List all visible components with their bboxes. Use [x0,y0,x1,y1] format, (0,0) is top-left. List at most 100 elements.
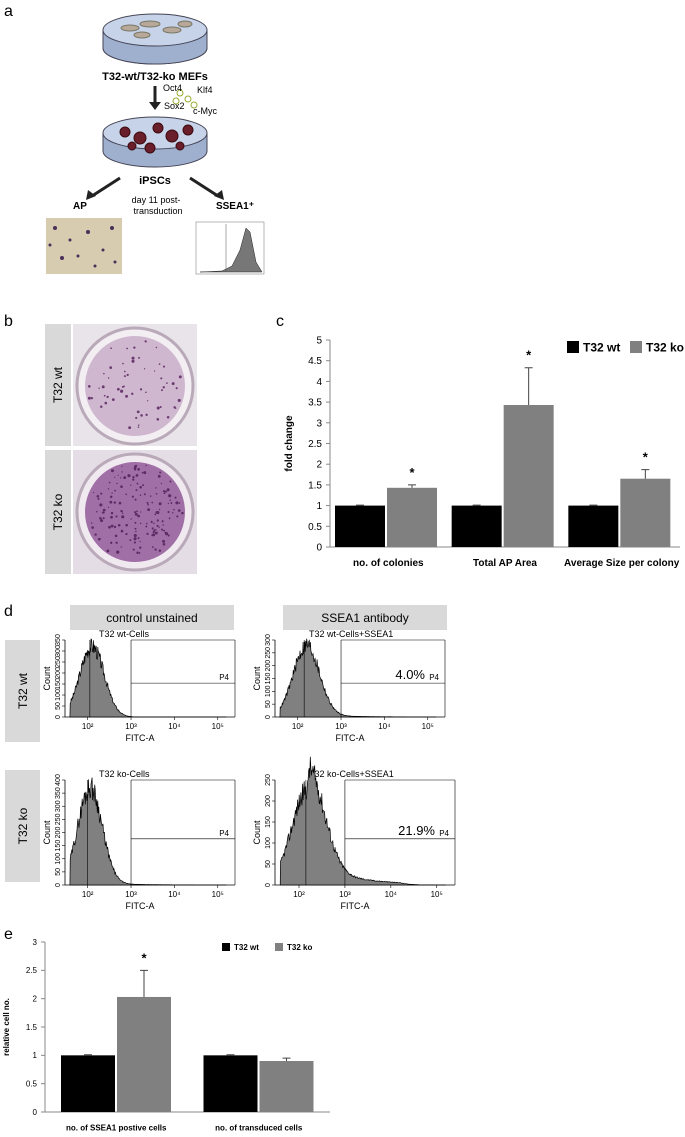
factor: Oct4 [163,83,182,93]
colony-dot [132,496,134,498]
colony-dot [157,525,159,527]
colony-dot [138,537,140,539]
colony-dot [151,502,153,504]
error-bar [283,1058,291,1061]
colony-dot [88,385,91,388]
colony-dot [106,396,108,398]
colony-dot [146,523,148,525]
y-tick-label: 3 [33,938,38,947]
y-tick-label: 350 [55,787,62,799]
histogram-illustration [70,639,226,717]
error-bar [408,485,416,488]
colony-dot [139,486,142,489]
colony-dot [99,517,102,520]
colony-dot [139,541,140,542]
colony-dot [159,502,162,505]
x-tick-label: 10³ [125,890,137,899]
colony-dot [137,515,140,518]
colony-dot [104,395,106,397]
y-tick-label: 0 [265,883,272,887]
row-label: T32 ko [51,493,65,530]
colony-dot [175,497,177,499]
legend-label: T32 ko [287,943,312,952]
colony-dot [127,474,130,477]
colony-dot [167,488,170,491]
colony-dot [103,509,106,512]
colony-dot [103,373,105,375]
x-axis-title: FITC-A [126,901,155,911]
colony-dot [169,517,171,519]
colony-dot [99,503,102,506]
panel-label: b [4,313,13,330]
legend-label: T32 ko [646,341,684,355]
colony-dot [125,524,128,527]
colony-dot [145,414,147,416]
y-tick-label: 350 [55,634,62,646]
colony-dot [163,366,165,368]
colony-dot [181,512,183,514]
colony-dot [157,519,159,521]
gate-percent: 4.0% [395,667,425,682]
colony-dot [135,531,136,532]
arrow [92,178,120,196]
colony-dot [151,521,153,523]
colony-dot [132,357,135,360]
x-axis-title: FITC-A [126,733,155,743]
x-tick-label: 10⁴ [168,890,181,899]
y-axis-title: Count [42,666,52,691]
colony-dot [167,416,170,419]
colony-dot [111,525,114,528]
label: iPSCs [139,175,171,187]
y-tick-label: 50 [265,700,272,708]
colony-dot [139,547,141,549]
significance: * [409,465,415,480]
row-label: T32 wt [51,366,65,403]
colony-dot [109,482,111,484]
x-tick-label: no. of colonies [353,558,424,569]
plot-title: T32 wt-Cells [99,629,150,639]
bar [260,1061,314,1112]
colony-dot [140,495,141,496]
colony-dot [122,471,123,472]
colony-dot [93,492,94,493]
colony-dot [135,499,137,501]
colony-dot [165,491,167,493]
y-tick-label: 0 [55,715,62,719]
y-tick-label: 50 [265,860,272,868]
gate-label: P4 [219,829,229,838]
y-tick-label: 1 [316,501,322,512]
y-tick-label: 250 [265,774,272,786]
colony-dot [114,501,116,503]
colony-dot [169,481,171,483]
colony-dot [161,528,163,530]
colony-dot [110,516,113,519]
plates: T32 wt T32 ko [45,324,197,574]
colony-dot [154,513,156,515]
colony-dot [153,523,154,524]
column-header: SSEA1 antibody [321,611,408,625]
colony-dot [145,465,146,466]
legend-swatch [222,943,230,951]
colony-dot [122,363,124,365]
colony-dot [144,493,146,495]
colony-dot [138,426,139,427]
colony-dot [175,407,177,409]
colony-dot [152,546,154,548]
label: AP [73,201,87,212]
x-tick-label: 10⁵ [422,722,434,731]
x-tick-label: 10⁴ [385,890,398,899]
well-stain [85,336,185,436]
colony-dot [139,552,141,554]
factor: Sox2 [164,101,185,111]
gate-label: P4 [429,673,439,682]
colony-dot [157,406,160,409]
colony-dot [162,520,164,522]
colony-dot [156,493,158,495]
x-tick-label: Total AP Area [473,558,537,569]
colony-dot [136,510,138,512]
bar [387,488,437,547]
colony-dot [170,502,172,504]
colony-dot [134,522,136,524]
significance: * [141,950,147,965]
colony-dot [115,542,117,544]
